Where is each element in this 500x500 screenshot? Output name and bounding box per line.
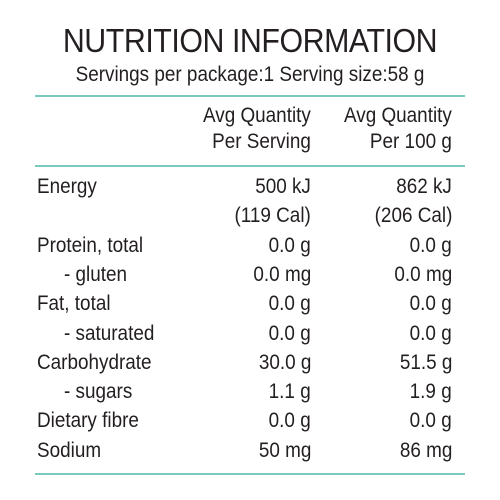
nutrient-label: Sodium: [37, 438, 102, 462]
per-serving-value: 0.0 mg: [253, 262, 311, 286]
per-100g-value: 51.5 g: [399, 350, 452, 374]
nutrient-row: - sugars 1.1 g 1.9 g: [0, 377, 500, 406]
bottom-divider: [35, 473, 465, 475]
nutrient-label: Carbohydrate: [37, 350, 152, 374]
per-100g-value: 0.0 g: [409, 233, 452, 257]
nutrient-row: - saturated 0.0 g 0.0 g: [0, 319, 500, 348]
per-serving-value: 500 kJ: [255, 175, 311, 198]
nutrient-row: Dietary fibre 0.0 g 0.0 g: [0, 406, 500, 435]
servings-line: Servings per package:1 Serving size:58 g: [25, 62, 475, 88]
per-serving-value: 50 mg: [258, 438, 311, 462]
nutrient-row: Protein, total 0.0 g 0.0 g: [0, 231, 500, 260]
servings-per-package: Servings per package:1: [75, 63, 275, 86]
per-serving-value: 0.0 g: [268, 409, 311, 433]
per-serving-value: 0.0 g: [268, 233, 311, 257]
nutrient-label: Dietary fibre: [37, 409, 139, 433]
per-100g-value: 0.0 mg: [394, 262, 452, 286]
nutrient-label: - gluten: [64, 262, 128, 286]
per-100g-value: 86 mg: [399, 438, 452, 462]
per-100g-value: 0.0 g: [409, 321, 452, 345]
nutrient-row: Fat, total 0.0 g 0.0 g: [0, 289, 500, 318]
nutrient-row: - gluten 0.0 mg 0.0 mg: [0, 260, 500, 289]
panel-title: NUTRITION INFORMATION: [62, 22, 438, 59]
per-100g-value: 862 kJ: [396, 175, 452, 198]
per-serving-value: (119 Cal): [234, 204, 311, 228]
nutrient-row: (119 Cal) (206 Cal): [0, 201, 500, 230]
column-header-line: Avg Quantity: [344, 104, 452, 127]
header-divider: [35, 165, 465, 167]
per-serving-value: 0.0 g: [268, 292, 311, 316]
column-header-per-serving: Avg Quantity Per Serving: [191, 103, 311, 155]
nutrient-label: - saturated: [64, 321, 155, 345]
nutrient-row: Energy 500 kJ 862 kJ: [0, 172, 500, 201]
per-100g-value: 0.0 g: [409, 292, 452, 316]
nutrient-label: Fat, total: [37, 292, 111, 316]
serving-size: Serving size:58 g: [279, 63, 425, 86]
nutrient-label: Protein, total: [37, 233, 144, 257]
per-serving-value: 0.0 g: [268, 321, 311, 345]
per-100g-value: 0.0 g: [409, 409, 452, 433]
column-header-line: Per Serving: [212, 130, 311, 153]
per-serving-value: 30.0 g: [258, 350, 311, 374]
nutrient-row: Carbohydrate 30.0 g 51.5 g: [0, 348, 500, 377]
nutrient-label: - sugars: [64, 380, 133, 404]
column-header-line: Per 100 g: [370, 130, 452, 153]
column-header-line: Avg Quantity: [203, 104, 311, 127]
per-100g-value: (206 Cal): [374, 204, 452, 228]
nutrient-row: Sodium 50 mg 86 mg: [0, 436, 500, 465]
column-header-per-100g: Avg Quantity Per 100 g: [332, 103, 452, 155]
nutrient-label: Energy: [37, 175, 97, 198]
per-100g-value: 1.9 g: [409, 380, 452, 404]
per-serving-value: 1.1 g: [268, 380, 311, 404]
top-divider: [35, 95, 465, 97]
